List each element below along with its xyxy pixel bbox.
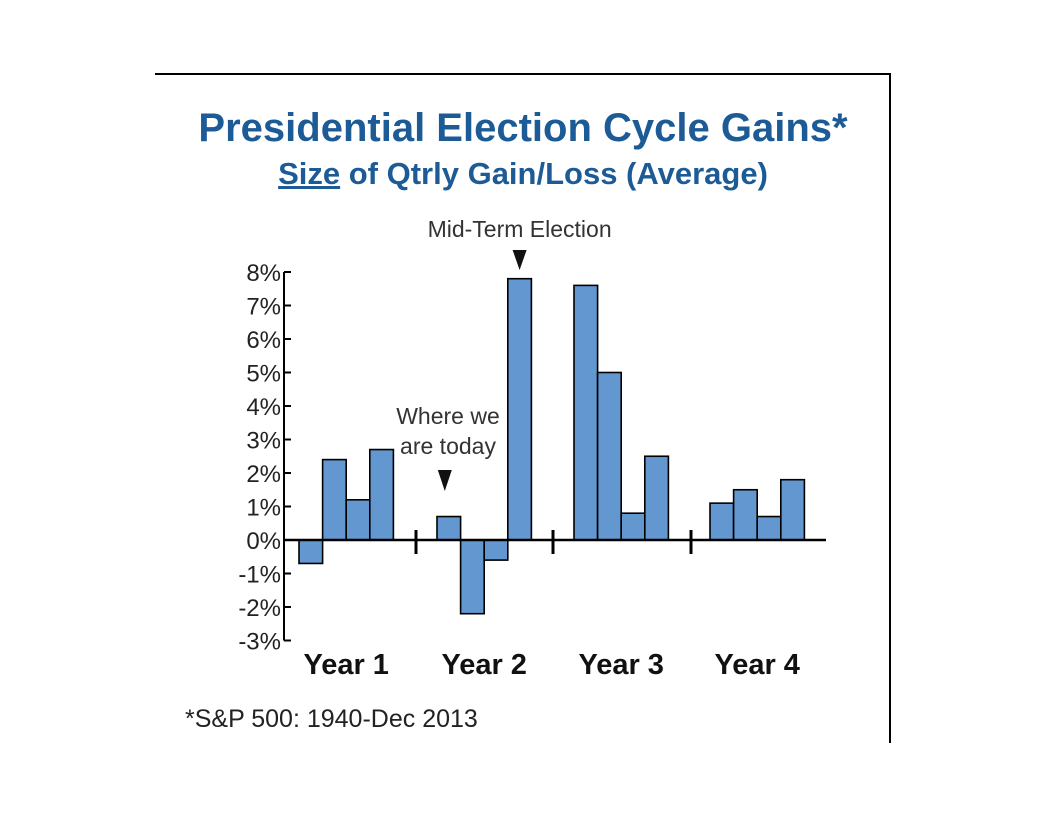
footnote: *S&P 500: 1940-Dec 2013 xyxy=(185,705,478,733)
x-category-label: Year 1 xyxy=(303,649,388,681)
bar xyxy=(573,284,599,541)
y-tick-label: 8% xyxy=(246,260,281,287)
chart-subtitle: Size of Qtrly Gain/Loss (Average) xyxy=(155,154,891,194)
bar xyxy=(506,277,533,541)
chart-title: Presidential Election Cycle Gains* xyxy=(198,106,848,150)
y-tick-label: 7% xyxy=(246,294,281,321)
y-tick-label: 1% xyxy=(246,495,281,522)
annotation-arrow-today xyxy=(437,470,452,491)
bar xyxy=(732,488,758,541)
bar xyxy=(643,455,670,541)
bar xyxy=(596,371,622,541)
frame-right-border xyxy=(889,73,891,743)
x-category-label: Year 4 xyxy=(714,649,799,681)
annotation-where-we-are-today: Where we xyxy=(396,403,500,429)
y-tick-label: 2% xyxy=(246,461,281,488)
bar xyxy=(368,448,395,541)
bar xyxy=(779,478,806,541)
annotation-mid-term-election: Mid-Term Election xyxy=(428,216,612,242)
annotation-arrow-mid-term xyxy=(512,250,527,270)
y-tick-label: 5% xyxy=(246,361,281,388)
x-category-label: Year 3 xyxy=(578,649,663,681)
bar xyxy=(709,502,735,541)
bar xyxy=(345,498,371,541)
y-tick-label: 0% xyxy=(246,528,281,555)
bar xyxy=(459,539,486,615)
subtitle-rest: of Qtrly Gain/Loss (Average) xyxy=(340,156,768,191)
frame-top-border xyxy=(155,73,891,75)
y-tick-label: 4% xyxy=(246,394,281,421)
y-tick-label: -2% xyxy=(238,595,281,622)
annotation-where-we-are-today: are today xyxy=(400,433,496,459)
bar xyxy=(756,515,782,541)
bar xyxy=(483,539,509,561)
bar xyxy=(436,515,462,541)
bar xyxy=(620,512,646,541)
x-category-label: Year 2 xyxy=(441,649,526,681)
y-tick-label: -3% xyxy=(238,629,281,656)
subtitle-underlined: Size xyxy=(278,156,341,191)
y-tick-label: 3% xyxy=(246,428,281,455)
y-tick-label: -1% xyxy=(238,562,281,589)
bar xyxy=(298,539,324,565)
bar xyxy=(321,458,348,541)
y-tick-label: 6% xyxy=(246,327,281,354)
